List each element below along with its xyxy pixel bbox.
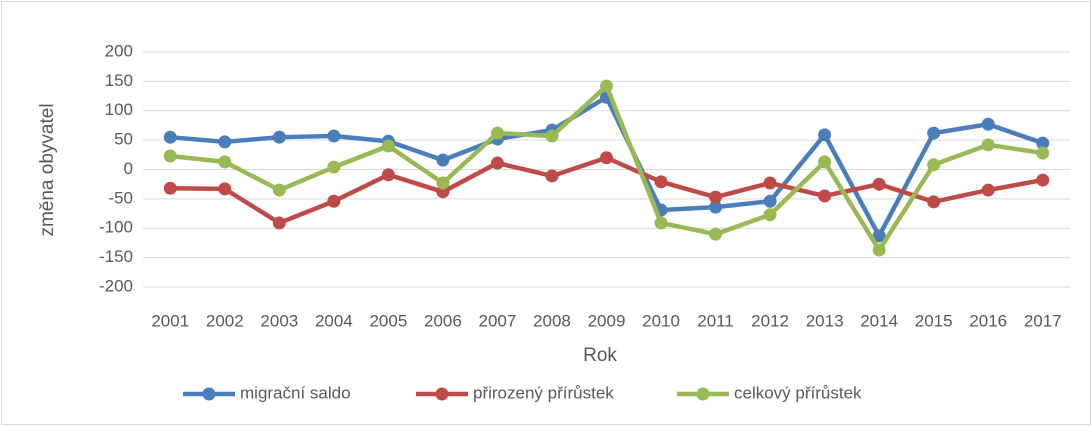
x-axis-label: Rok: [583, 345, 617, 366]
x-tick-label: 2002: [206, 311, 244, 330]
y-tick-label: -150: [99, 247, 133, 266]
x-tick-label: 2004: [315, 311, 353, 330]
data-point: [545, 169, 559, 183]
y-tick-label: -50: [108, 188, 133, 207]
data-point: [709, 200, 723, 214]
data-point: [490, 156, 504, 170]
y-tick-label: -100: [99, 218, 133, 237]
data-point: [981, 183, 995, 197]
data-point: [654, 175, 668, 189]
data-point: [818, 189, 832, 203]
data-point: [600, 79, 613, 93]
x-tick-label: 2007: [479, 311, 517, 330]
data-point: [763, 176, 777, 190]
data-point: [1036, 146, 1050, 160]
data-point: [709, 190, 723, 204]
y-axis-label: změna obyvatel: [37, 103, 58, 236]
x-tick-label: 2015: [915, 311, 953, 330]
data-point: [163, 181, 177, 195]
legend-marker: [435, 387, 449, 401]
x-tick-label: 2012: [751, 311, 789, 330]
data-point: [163, 149, 177, 163]
legend-label: migrační saldo: [240, 383, 351, 402]
legend-label: celkový přírůstek: [734, 383, 862, 402]
data-point: [600, 151, 613, 165]
x-tick-label: 2017: [1024, 311, 1062, 330]
data-point: [272, 183, 286, 197]
legend-marker: [696, 387, 710, 401]
x-tick-label: 2013: [806, 311, 844, 330]
data-point: [327, 160, 341, 174]
data-point: [272, 216, 286, 230]
data-point: [872, 243, 886, 257]
data-point: [981, 117, 995, 131]
data-point: [327, 194, 341, 208]
y-tick-label: 200: [105, 41, 133, 60]
x-tick-label: 2011: [697, 311, 734, 330]
data-point: [490, 126, 504, 140]
data-point: [981, 138, 995, 152]
data-point: [927, 195, 941, 209]
data-point: [381, 168, 395, 182]
data-point: [927, 126, 941, 140]
data-point: [218, 155, 232, 169]
data-point: [818, 155, 832, 169]
data-point: [545, 129, 559, 143]
y-tick-label: 150: [105, 71, 133, 90]
y-tick-label: -200: [99, 276, 133, 295]
x-tick-label: 2001: [151, 311, 189, 330]
legend-label: přirozený přírůstek: [473, 383, 614, 402]
data-point: [218, 135, 232, 149]
y-tick-label: 100: [105, 100, 133, 119]
data-point: [272, 130, 286, 144]
x-tick-label: 2005: [369, 311, 407, 330]
data-point: [872, 177, 886, 191]
data-point: [381, 139, 395, 153]
data-point: [436, 176, 450, 190]
x-tick-label: 2008: [533, 311, 571, 330]
data-point: [1036, 136, 1050, 150]
data-point: [327, 129, 341, 143]
x-tick-label: 2010: [642, 311, 680, 330]
data-point: [818, 128, 832, 142]
data-point: [763, 194, 777, 208]
x-tick-label: 2016: [969, 311, 1007, 330]
data-point: [927, 158, 941, 172]
data-point: [654, 216, 668, 230]
data-point: [1036, 173, 1050, 187]
x-tick-label: 2009: [588, 311, 626, 330]
data-point: [872, 229, 886, 243]
x-tick-label: 2006: [424, 311, 462, 330]
data-point: [763, 208, 777, 222]
data-point: [436, 153, 450, 167]
legend-marker: [202, 387, 216, 401]
x-tick-label: 2003: [260, 311, 298, 330]
data-point: [163, 130, 177, 144]
data-point: [218, 182, 232, 196]
data-point: [709, 227, 723, 241]
y-tick-label: 0: [124, 159, 133, 178]
y-tick-label: 50: [114, 130, 133, 149]
x-tick-label: 2014: [860, 311, 898, 330]
